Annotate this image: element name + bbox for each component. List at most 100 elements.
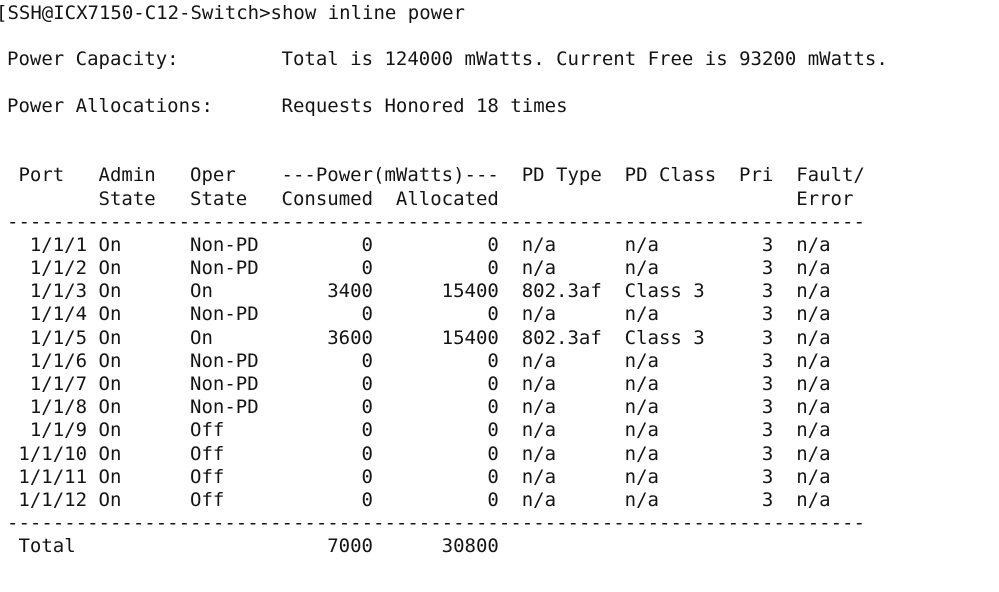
power-consumed-cell: 0 <box>361 465 373 488</box>
power-allocations-value: Requests Honored 18 times <box>281 94 568 117</box>
power-consumed-cell: 0 <box>361 257 373 280</box>
fault-error-cell: n/a <box>796 419 831 442</box>
power-allocated-cell: 0 <box>487 257 499 280</box>
admin-state-cell: On <box>98 326 122 349</box>
port-cell: 1/1/4 <box>29 303 88 326</box>
fault-error-cell: n/a <box>796 349 831 372</box>
power-allocations-label: Power Allocations: <box>7 94 213 117</box>
priority-cell: 3 <box>761 488 774 511</box>
fault-error-cell: n/a <box>796 442 831 465</box>
total-row: Total 7000 30800 <box>7 535 999 558</box>
total-admin-spacer <box>99 535 191 558</box>
port-row: 1/1/7 On Non-PD 0 0 n/a n/a 3 n/a <box>7 373 999 396</box>
priority-cell: 3 <box>761 396 774 419</box>
fault-error-cell: n/a <box>796 280 831 303</box>
header-admin: Admin <box>98 164 156 187</box>
pd-class-cell: n/a <box>624 303 659 326</box>
oper-state-cell: On <box>190 280 213 303</box>
power-consumed-cell: 3600 <box>327 326 373 349</box>
priority-cell: 3 <box>761 442 774 465</box>
oper-state-cell: Non-PD <box>190 396 259 419</box>
table-header-row-1: Port Admin Oper ---Power(mWatts)--- PD Type P… <box>7 164 999 187</box>
port-row: 1/1/10 On Off 0 0 n/a n/a 3 n/a <box>7 443 999 466</box>
blank-line <box>7 118 999 141</box>
power-consumed-cell: 0 <box>361 442 373 465</box>
port-cell: 1/1/7 <box>29 373 88 395</box>
table-header-row-2: State State Consumed Allocated Error <box>7 188 999 211</box>
header-pd-class: PD Class <box>624 164 717 187</box>
port-rows: 1/1/1 On Non-PD 0 0 n/a n/a 3 n/a 1/1/2 On Non-PD 0 0… <box>7 234 999 512</box>
power-allocated-cell: 0 <box>487 465 499 488</box>
power-allocated-cell: 0 <box>487 373 499 395</box>
terminal-output[interactable]: [SSH@ICX7150-C12-Switch>show inline powe… <box>0 0 999 559</box>
pd-class-cell: n/a <box>624 233 659 256</box>
power-allocated-cell: 0 <box>487 396 499 419</box>
total-oper-spacer <box>190 535 282 558</box>
power-consumed-cell: 0 <box>361 303 373 326</box>
pd-type-cell: 802.3af <box>521 280 602 303</box>
pd-class-cell: n/a <box>624 349 659 372</box>
priority-cell: 3 <box>761 303 774 326</box>
power-capacity-label: Power Capacity: <box>7 48 179 71</box>
total-consumed: 7000 <box>327 535 373 558</box>
fault-error-cell: n/a <box>796 326 831 349</box>
oper-state-cell: Non-PD <box>190 303 259 326</box>
oper-state-cell: Non-PD <box>190 233 259 256</box>
power-allocations-line: Power Allocations: Requests Honored 18 ti… <box>7 95 999 118</box>
oper-state-cell: Non-PD <box>190 349 259 372</box>
priority-cell: 3 <box>761 349 774 372</box>
port-cell: 1/1/8 <box>29 396 88 419</box>
admin-state-cell: On <box>98 419 122 442</box>
power-allocated-cell: 0 <box>487 488 499 511</box>
port-row: 1/1/2 On Non-PD 0 0 n/a n/a 3 n/a <box>7 257 999 280</box>
priority-cell: 3 <box>761 280 774 303</box>
port-cell: 1/1/2 <box>29 257 88 280</box>
port-row: 1/1/8 On Non-PD 0 0 n/a n/a 3 n/a <box>7 396 999 419</box>
cli-prompt-line: [SSH@ICX7150-C12-Switch>show inline powe… <box>0 2 465 24</box>
power-consumed-cell: 0 <box>361 419 373 442</box>
admin-state-cell: On <box>98 257 122 280</box>
power-consumed-cell: 3400 <box>327 280 373 303</box>
header-consumed: Consumed <box>281 187 374 210</box>
port-row: 1/1/1 On Non-PD 0 0 n/a n/a 3 n/a <box>7 234 999 257</box>
port-cell: 1/1/6 <box>29 349 88 372</box>
pd-type-cell: n/a <box>521 465 557 488</box>
oper-state-cell: Off <box>190 488 225 511</box>
fault-error-cell: n/a <box>796 257 831 280</box>
pd-class-cell: n/a <box>624 419 659 442</box>
header-pd-class-spacer <box>625 188 739 211</box>
fault-error-cell: n/a <box>796 233 831 256</box>
priority-cell: 3 <box>761 257 774 280</box>
priority-cell: 3 <box>761 465 774 488</box>
oper-state-cell: Non-PD <box>190 373 259 395</box>
total-allocated: 30800 <box>441 535 499 558</box>
pd-class-cell: n/a <box>624 257 659 280</box>
power-allocated-cell: 0 <box>487 442 499 465</box>
oper-state-cell: Off <box>190 465 225 488</box>
fault-error-cell: n/a <box>796 488 831 511</box>
header-pd-type: PD Type <box>521 164 602 187</box>
port-row: 1/1/6 On Non-PD 0 0 n/a n/a 3 n/a <box>7 350 999 373</box>
blank-line <box>7 141 999 164</box>
admin-state-cell: On <box>98 233 122 256</box>
blank-line <box>7 72 999 95</box>
port-row: 1/1/4 On Non-PD 0 0 n/a n/a 3 n/a <box>7 303 999 326</box>
port-row: 1/1/12 On Off 0 0 n/a n/a 3 n/a <box>7 489 999 512</box>
pd-class-cell: n/a <box>624 373 659 395</box>
power-capacity-value: Total is 124000 mWatts. Current Free is … <box>281 48 888 71</box>
pd-type-cell: n/a <box>521 488 557 511</box>
blank-line <box>7 25 999 48</box>
pd-type-cell: n/a <box>521 257 557 280</box>
port-cell: 1/1/1 <box>29 233 88 256</box>
pd-class-cell: n/a <box>624 465 659 488</box>
priority-cell: 3 <box>761 326 774 349</box>
header-admin-state: State <box>98 187 156 210</box>
power-allocated-cell: 15400 <box>441 280 499 303</box>
pd-type-cell: n/a <box>521 349 557 372</box>
admin-state-cell: On <box>98 465 122 488</box>
header-pri: Pri <box>739 164 774 187</box>
port-cell: 1/1/11 <box>18 465 88 488</box>
fault-error-cell: n/a <box>796 396 831 419</box>
power-allocated-cell: 15400 <box>441 326 499 349</box>
admin-state-cell: On <box>98 488 122 511</box>
